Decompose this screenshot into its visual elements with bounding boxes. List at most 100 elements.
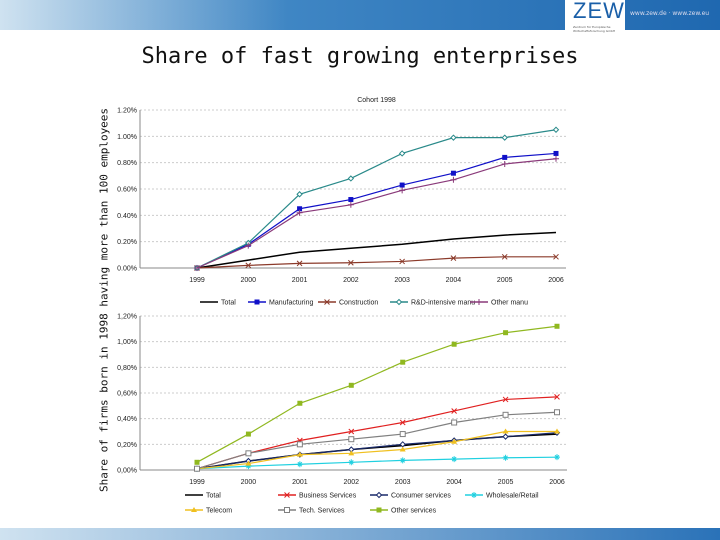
legend-label: Other services (391, 508, 437, 515)
series-construction (194, 253, 559, 271)
marker (554, 393, 560, 400)
y-tick-label: 1,20% (117, 314, 137, 321)
y-tick-label: 0,60% (117, 391, 137, 398)
logo-text: ZEW (573, 0, 625, 23)
marker (451, 408, 457, 414)
marker (245, 262, 252, 269)
marker (296, 441, 303, 448)
marker (399, 419, 406, 426)
marker (450, 170, 456, 176)
marker (553, 150, 559, 156)
marker (503, 330, 509, 336)
zew-logo: ZEW Zentrum für Europäische Wirtschaftsfo… (565, 0, 625, 36)
marker (501, 134, 508, 141)
marker (450, 134, 457, 141)
legend-label: Construction (339, 300, 378, 307)
marker (502, 396, 509, 403)
marker (554, 323, 560, 329)
logo-subtext: Zentrum für Europäische Wirtschaftsforsc… (573, 25, 616, 33)
marker (451, 438, 458, 444)
marker (502, 411, 509, 418)
legend-label: Total (206, 493, 221, 500)
y-tick-label: 0,40% (117, 416, 137, 423)
marker (245, 450, 252, 457)
marker (399, 187, 406, 194)
series-line (196, 256, 556, 269)
marker (297, 206, 303, 212)
marker (450, 255, 457, 261)
chart-1: Cohort 1998 0.00% 0.20% 0.40% 0.60% 0.80% 1.00… (117, 97, 566, 307)
y-tick-label: 0,00% (117, 468, 137, 475)
x-tick-label: 2001 (292, 479, 308, 486)
series-line (196, 456, 558, 470)
x-tick-label: 2003 (395, 479, 411, 486)
marker (245, 463, 252, 470)
x-tick-label: 2006 (548, 277, 564, 284)
marker (502, 428, 509, 434)
y-tick-label: 0.80% (117, 160, 137, 167)
marker (553, 155, 559, 162)
marker (554, 454, 560, 461)
legend-item: Wholesale/Retail (465, 492, 539, 500)
marker (553, 253, 559, 260)
marker (502, 154, 508, 160)
x-tick-label: 2002 (343, 479, 359, 486)
legend-item: Telecom (185, 507, 232, 515)
series-tech-services (194, 409, 560, 472)
marker (245, 242, 252, 249)
marker (284, 507, 290, 513)
legend-label: Tech. Services (299, 508, 345, 515)
legend-item: Total (185, 493, 221, 500)
x-tick-label: 1999 (189, 277, 205, 284)
legend-item: R&D-intensive manu (390, 298, 475, 307)
series-line (196, 158, 557, 269)
marker (347, 201, 354, 208)
series-line (196, 432, 558, 470)
series-line (196, 152, 557, 269)
series-manufacturing (194, 150, 559, 271)
series-line (196, 430, 557, 470)
series-line (196, 231, 557, 269)
legend-label: Manufacturing (269, 300, 313, 307)
marker (450, 176, 457, 183)
marker (254, 299, 260, 305)
x-tick-label: 2004 (446, 277, 462, 284)
legend-item: Tech. Services (278, 507, 345, 515)
legend-item: Other manu (470, 299, 528, 307)
y-tick-label: 1.20% (117, 108, 137, 115)
marker (395, 298, 403, 306)
x-tick-label: 2003 (394, 277, 410, 284)
marker (451, 419, 458, 426)
x-tick-label: 2005 (497, 277, 513, 284)
y-tick-label: 0.00% (117, 266, 137, 273)
series-line (196, 396, 558, 470)
y-tick-label: 0,80% (117, 365, 137, 372)
legend-item: Construction (318, 299, 378, 307)
series-other-services (194, 323, 560, 465)
marker (245, 460, 252, 466)
marker (194, 265, 200, 271)
marker (296, 191, 303, 198)
marker (348, 197, 354, 203)
legend-label: Consumer services (391, 493, 451, 500)
x-tick-label: 2006 (549, 479, 565, 486)
marker (296, 451, 303, 457)
series-line (196, 325, 558, 463)
legend-label: Total (221, 300, 236, 307)
marker (471, 492, 477, 498)
series-r-d-intensive-manu (193, 126, 560, 272)
marker (451, 341, 457, 347)
marker (297, 400, 303, 406)
marker (502, 454, 509, 461)
legend-label: R&D-intensive manu (411, 300, 475, 307)
marker (348, 259, 354, 266)
x-tick-label: 1999 (189, 479, 205, 486)
marker (191, 507, 197, 512)
page-title: Share of fast growing enterprises (141, 44, 579, 69)
marker (245, 431, 251, 437)
marker (324, 299, 330, 305)
legend-item: Other services (370, 507, 437, 515)
marker (347, 175, 355, 182)
marker (348, 382, 354, 388)
